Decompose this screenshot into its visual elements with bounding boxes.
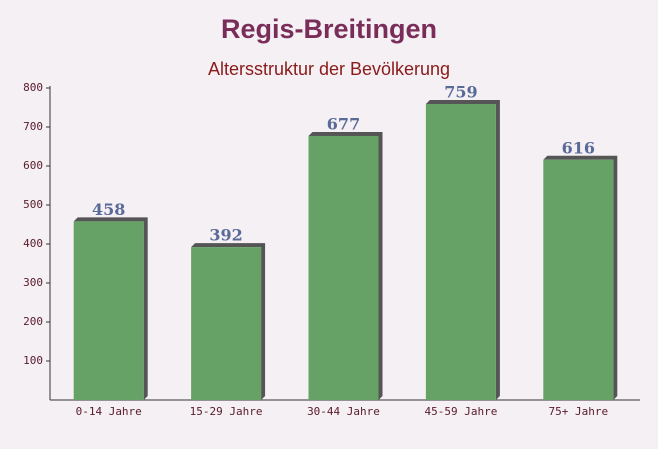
value-label: 458 — [92, 200, 125, 219]
bar — [191, 247, 262, 400]
x-tick-label: 15-29 Jahre — [190, 405, 263, 418]
x-tick-label: 45-59 Jahre — [424, 405, 497, 418]
value-label: 759 — [444, 82, 477, 101]
value-label: 677 — [327, 114, 360, 133]
chart-title: Regis-Breitingen — [221, 14, 437, 44]
bar — [73, 221, 144, 400]
x-tick-label: 30-44 Jahre — [307, 405, 380, 418]
y-tick-label: 100 — [23, 354, 43, 367]
x-tick-label: 75+ Jahre — [548, 405, 608, 418]
bar — [425, 103, 496, 401]
y-tick-label: 300 — [23, 276, 43, 289]
y-tick-label: 500 — [23, 198, 43, 211]
bar — [543, 159, 614, 400]
y-tick-label: 200 — [23, 315, 43, 328]
y-tick-label: 800 — [23, 81, 43, 94]
bar — [308, 135, 379, 400]
value-label: 392 — [209, 226, 242, 245]
y-tick-label: 600 — [23, 159, 43, 172]
y-tick-label: 700 — [23, 120, 43, 133]
x-tick-label: 0-14 Jahre — [76, 405, 142, 418]
chart-subtitle: Altersstruktur der Bevölkerung — [208, 59, 450, 79]
y-tick-label: 400 — [23, 237, 43, 250]
value-label: 616 — [562, 138, 595, 157]
